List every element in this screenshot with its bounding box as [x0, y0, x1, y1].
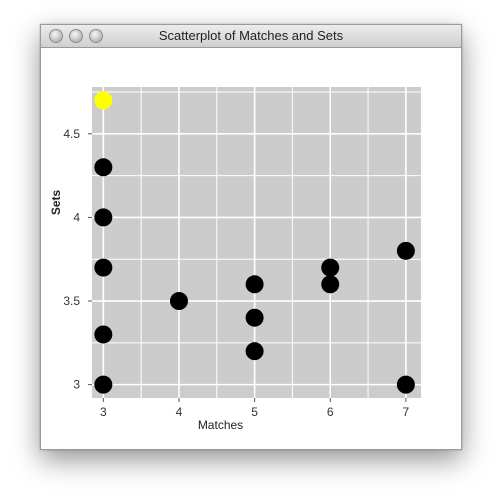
zoom-button[interactable]: [89, 29, 103, 43]
window-title: Scatterplot of Matches and Sets: [158, 28, 344, 43]
data-point: [245, 342, 264, 361]
data-point: [94, 325, 113, 344]
x-tick-label: 5: [251, 405, 258, 419]
x-tick-label: 4: [176, 405, 183, 419]
x-axis-title: Matches: [198, 418, 243, 432]
data-point: [169, 292, 188, 311]
x-tick-label: 7: [403, 405, 410, 419]
chart-area: 3 4 5 6 7 3 3.5 4 4.5 Matches Sets: [41, 48, 461, 449]
data-point: [94, 208, 113, 227]
data-point: [245, 275, 264, 294]
y-tick-label: 3: [73, 378, 80, 392]
y-axis-title: Sets: [49, 190, 63, 216]
data-point: [321, 275, 340, 294]
data-point: [396, 241, 415, 260]
app-window: Scatterplot of Matches and Sets 3 4 5 6 7 3 3.…: [40, 24, 462, 450]
y-tick-label: 4: [73, 210, 80, 224]
data-point: [321, 258, 340, 277]
scatter-chart: 3 4 5 6 7 3 3.5 4 4.5 Matches Sets: [49, 87, 421, 432]
data-point: [396, 375, 415, 394]
minimize-button[interactable]: [69, 29, 83, 43]
x-tick-label: 3: [100, 405, 107, 419]
data-point: [94, 158, 113, 177]
close-button[interactable]: [49, 29, 63, 43]
data-point: [94, 258, 113, 277]
y-tick-label: 3.5: [63, 294, 80, 308]
data-point: [245, 308, 264, 327]
highlighted-point: [94, 91, 113, 110]
title-bar[interactable]: Scatterplot of Matches and Sets: [41, 25, 461, 48]
data-point: [94, 375, 113, 394]
y-tick-label: 4.5: [63, 127, 80, 141]
x-tick-label: 6: [327, 405, 334, 419]
